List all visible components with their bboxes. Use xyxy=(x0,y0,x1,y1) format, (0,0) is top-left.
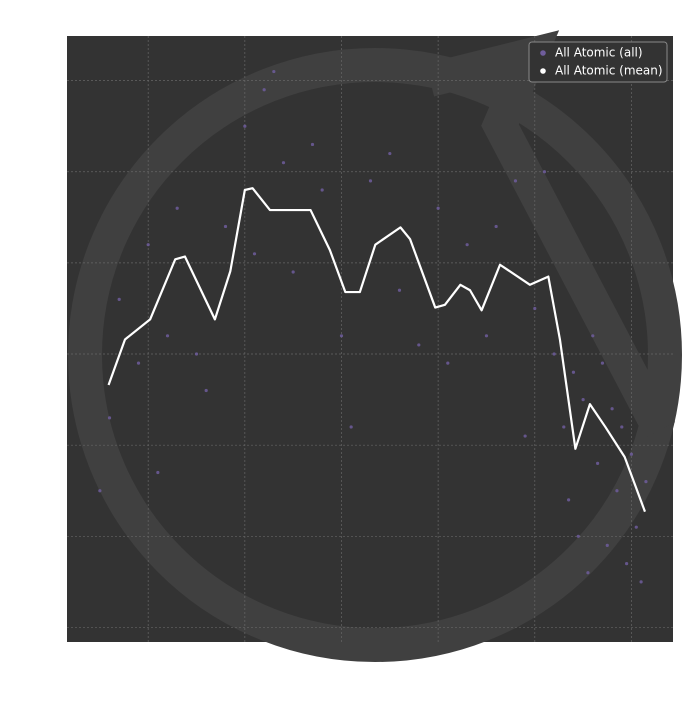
scatter-point xyxy=(339,334,344,338)
legend-box xyxy=(528,41,668,83)
scatter-point xyxy=(252,252,257,256)
scatter-point xyxy=(98,489,102,493)
scatter-point xyxy=(368,179,373,183)
scatter-point xyxy=(639,580,643,584)
scatter-point xyxy=(156,470,160,475)
scatter-point xyxy=(552,352,556,356)
scatter-point xyxy=(388,151,392,156)
scatter-point xyxy=(291,270,295,274)
scatter-point xyxy=(194,352,199,356)
scatter-point xyxy=(281,161,286,165)
scatter-point xyxy=(615,489,619,493)
legend-marker xyxy=(540,50,546,56)
scatter-point xyxy=(243,124,247,128)
scatter-point xyxy=(586,571,590,575)
scatter-point xyxy=(146,243,150,247)
scatter-point xyxy=(484,334,489,338)
scatter-point xyxy=(567,498,571,502)
scatter-point xyxy=(417,343,421,347)
scatter-point xyxy=(610,407,614,411)
scatter-point xyxy=(204,388,208,393)
scatter-point xyxy=(165,334,170,338)
scatter-point xyxy=(629,452,634,456)
scatter-point xyxy=(571,370,576,374)
scatter-point xyxy=(117,297,121,301)
scatter-point xyxy=(634,525,638,529)
scatter-point xyxy=(620,425,624,429)
watermark xyxy=(68,30,682,662)
scatter-point xyxy=(223,224,228,229)
scatter-point xyxy=(262,88,266,92)
scatter-point xyxy=(513,179,518,183)
legend-label: All Atomic (all) xyxy=(555,46,643,60)
scatter-point xyxy=(446,361,450,365)
scatter-point xyxy=(436,206,440,210)
scatter-point xyxy=(494,224,498,229)
scatter-point xyxy=(310,142,315,147)
scatter-point xyxy=(605,543,609,548)
scatter-point xyxy=(562,425,566,429)
scatter-point xyxy=(272,69,276,74)
scatter-point xyxy=(136,361,141,365)
scatter-point xyxy=(107,416,112,420)
legend-marker xyxy=(540,68,546,74)
legend-label: All Atomic (mean) xyxy=(555,64,663,78)
scatter-point xyxy=(175,206,179,210)
mean-line xyxy=(107,187,647,513)
scatter-point xyxy=(533,306,537,311)
scatter-point xyxy=(625,562,629,566)
scatter-point xyxy=(644,480,648,484)
scatter-point xyxy=(465,243,469,247)
scatter-point xyxy=(397,288,402,292)
scatter-point xyxy=(523,434,527,438)
scatter-point xyxy=(542,170,547,174)
scatter-point xyxy=(320,188,324,192)
scatter-point xyxy=(596,461,600,465)
scatter-point xyxy=(349,425,353,429)
scatter-point xyxy=(591,334,595,338)
scatter-point xyxy=(581,398,585,402)
scatter-point xyxy=(600,361,605,365)
scatter-point xyxy=(576,534,580,538)
